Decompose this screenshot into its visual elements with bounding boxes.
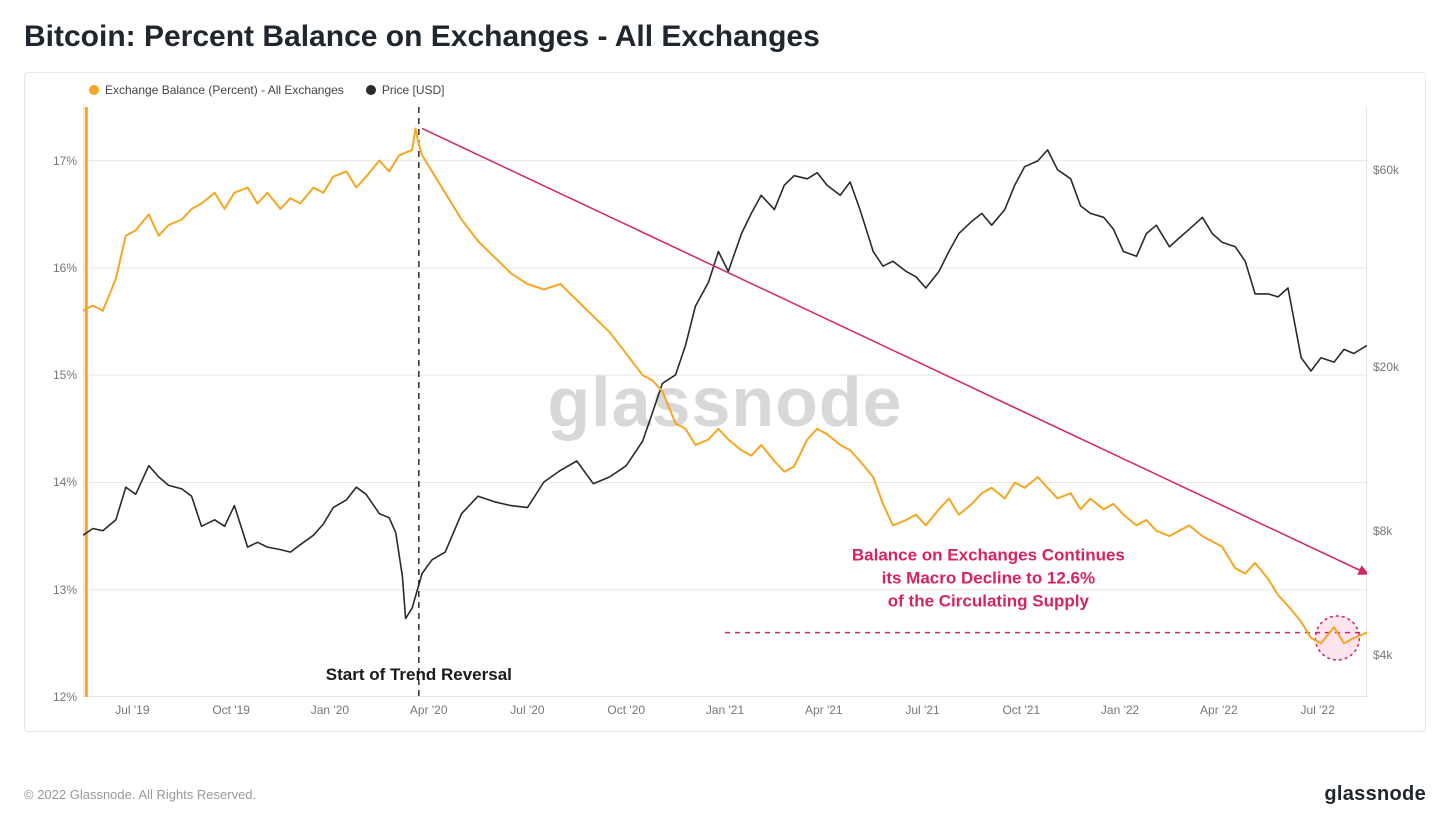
y-left-tick-label: 17% <box>53 154 77 168</box>
x-tick-label: Jan '21 <box>706 703 744 717</box>
x-tick-label: Apr '22 <box>1200 703 1238 717</box>
x-tick-label: Jul '20 <box>510 703 544 717</box>
x-tick-label: Oct '21 <box>1002 703 1040 717</box>
legend-swatch-balance <box>89 85 99 95</box>
x-tick-label: Jan '22 <box>1101 703 1139 717</box>
legend-item-balance: Exchange Balance (Percent) - All Exchang… <box>89 83 344 97</box>
x-tick-label: Apr '21 <box>805 703 843 717</box>
legend-item-price: Price [USD] <box>366 83 445 97</box>
y-left-tick-label: 16% <box>53 261 77 275</box>
x-tick-label: Jul '21 <box>905 703 939 717</box>
x-tick-label: Apr '20 <box>410 703 448 717</box>
x-tick-label: Jan '20 <box>311 703 349 717</box>
chart-frame: Exchange Balance (Percent) - All Exchang… <box>24 72 1426 732</box>
footer: © 2022 Glassnode. All Rights Reserved. g… <box>24 783 1426 806</box>
chart-legend: Exchange Balance (Percent) - All Exchang… <box>89 83 445 97</box>
plot-area: 12%13%14%15%16%17%$4k$8k$20k$60kJul '19O… <box>83 107 1367 697</box>
x-tick-label: Jul '19 <box>115 703 149 717</box>
y-left-tick-label: 14% <box>53 475 77 489</box>
copyright-text: © 2022 Glassnode. All Rights Reserved. <box>24 787 256 802</box>
legend-swatch-price <box>366 85 376 95</box>
x-tick-label: Oct '19 <box>212 703 250 717</box>
y-left-tick-label: 13% <box>53 583 77 597</box>
legend-label-price: Price [USD] <box>382 83 445 97</box>
y-right-tick-label: $8k <box>1373 524 1392 538</box>
plot-svg <box>83 107 1367 697</box>
y-left-tick-label: 15% <box>53 368 77 382</box>
page-title: Bitcoin: Percent Balance on Exchanges - … <box>24 20 1426 54</box>
y-right-tick-label: $60k <box>1373 163 1399 177</box>
y-right-tick-label: $20k <box>1373 360 1399 374</box>
y-right-tick-label: $4k <box>1373 648 1392 662</box>
legend-label-balance: Exchange Balance (Percent) - All Exchang… <box>105 83 344 97</box>
brand-logo: glassnode <box>1324 783 1426 806</box>
y-left-tick-label: 12% <box>53 690 77 704</box>
x-tick-label: Oct '20 <box>607 703 645 717</box>
x-tick-label: Jul '22 <box>1300 703 1334 717</box>
